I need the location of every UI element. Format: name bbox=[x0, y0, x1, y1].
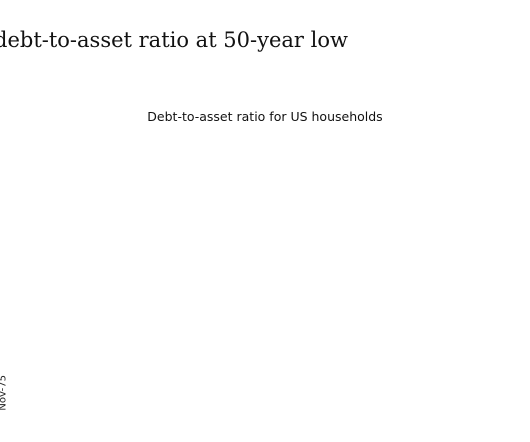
chart-title: Debt-to-asset ratio for US households bbox=[147, 109, 383, 124]
page-heading: debt-to-asset ratio at 50-year low bbox=[0, 28, 348, 52]
x-tick-label: Nov-75 bbox=[0, 375, 9, 411]
x-axis-ticks: Nov-75Sep-78Feb-80Jul-81Dec-82May-84Oct-… bbox=[0, 375, 530, 411]
